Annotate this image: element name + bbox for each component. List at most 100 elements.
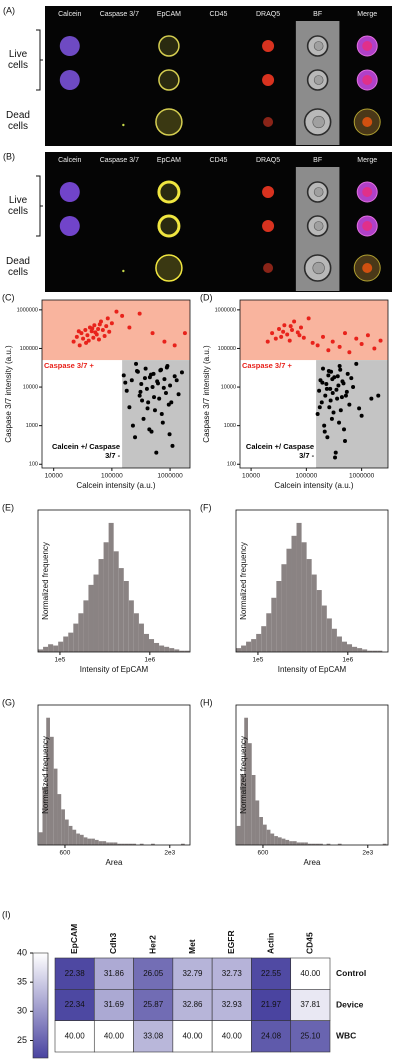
cell-value: 32.93 (222, 1000, 243, 1009)
data-point (326, 369, 331, 374)
y-axis-label: Normalized frequency (239, 542, 248, 620)
data-point (320, 380, 325, 385)
histogram-bar (124, 843, 129, 845)
histogram-bar (132, 843, 137, 845)
data-point (330, 377, 335, 382)
data-point (139, 382, 144, 386)
cell-value: 22.38 (65, 969, 86, 978)
histogram-bar (270, 833, 275, 845)
data-point (158, 368, 163, 373)
data-point (338, 408, 343, 413)
data-point (320, 334, 325, 339)
x-tick-label: 1e6 (342, 657, 353, 664)
data-point (359, 413, 364, 418)
panel-label: (D) (200, 292, 213, 302)
data-point (137, 311, 142, 316)
data-point (96, 337, 101, 342)
cell-value: 37.81 (300, 1000, 321, 1009)
cell-image (59, 36, 80, 56)
cell-value: 24.08 (261, 1031, 282, 1040)
data-point (137, 393, 142, 398)
histogram-bar (256, 633, 262, 652)
row-bracket (36, 29, 43, 91)
colorbar-tick-label: 30 (17, 1006, 27, 1016)
data-point (141, 416, 146, 421)
cell-value: 40.00 (182, 1031, 203, 1040)
histogram-bar (38, 832, 43, 845)
data-point (92, 323, 97, 328)
column-header: Calcein (58, 157, 81, 164)
cell-value: 31.69 (104, 1000, 125, 1009)
data-point (299, 325, 304, 330)
histogram-bar (49, 736, 54, 845)
heatmap-cell (54, 1020, 95, 1053)
data-point (142, 376, 147, 381)
column-header: EGFR (226, 930, 236, 954)
column-header: Actin (265, 933, 275, 954)
data-point (334, 387, 339, 392)
histogram-bar (79, 834, 84, 845)
data-point (71, 339, 76, 344)
cell-value: 40.00 (222, 1031, 243, 1040)
histogram-bar (259, 817, 263, 845)
data-point (163, 391, 168, 396)
data-point (127, 405, 132, 410)
colorbar-tick-label: 25 (17, 1035, 27, 1045)
cell-value: 32.86 (182, 1000, 203, 1009)
histogram-bar (184, 650, 190, 652)
histogram-bar (164, 646, 170, 652)
cell-image (155, 254, 183, 282)
data-point (351, 385, 356, 390)
data-point (164, 365, 169, 370)
cell-value: 40.00 (300, 969, 321, 978)
x-axis-label: Intensity of EpCAM (278, 665, 347, 674)
histogram-bar (139, 843, 144, 845)
data-point (324, 386, 329, 391)
cell-image (158, 35, 180, 57)
data-point (337, 364, 342, 369)
data-point (169, 400, 174, 405)
image-column: DRAQ5 (256, 11, 280, 127)
image-column: CD45 (210, 157, 228, 164)
heatmap-cell (290, 989, 331, 1021)
data-point (81, 336, 86, 341)
histogram-bar (301, 542, 307, 652)
cell-image (263, 263, 274, 273)
data-point (339, 395, 344, 400)
histogram-bar (266, 829, 271, 845)
panel-label: (A) (3, 5, 15, 15)
data-point (155, 381, 160, 386)
histogram-bar (326, 618, 332, 652)
histogram-bar (76, 833, 80, 845)
image-column: EpCAM (155, 11, 183, 136)
histogram-bar (38, 649, 44, 652)
x-axis-label: Area (106, 858, 123, 867)
cell-image (59, 70, 80, 90)
column-header: EpCAM (157, 157, 181, 164)
histogram-bar (311, 843, 316, 845)
cell-image (362, 117, 373, 127)
data-point (97, 322, 102, 327)
histogram-bar (276, 581, 282, 652)
data-point (376, 393, 381, 398)
x-tick-label: 2e3 (362, 850, 373, 857)
data-point (282, 323, 287, 328)
histogram-bar (93, 574, 99, 652)
colorbar-tick-label: 40 (17, 947, 27, 957)
histogram-bar (247, 743, 252, 845)
data-point (331, 410, 336, 415)
cell-value: 25.10 (300, 1031, 321, 1040)
x-tick-label: 1000000 (349, 473, 375, 480)
data-point (162, 377, 167, 382)
histogram-bar (281, 838, 286, 845)
histogram-bar (58, 641, 64, 652)
data-point (347, 350, 352, 355)
histogram-bar (341, 641, 347, 652)
data-point (326, 373, 331, 378)
column-header: Caspase 3/7 (100, 157, 139, 164)
heatmap-cell (290, 1020, 331, 1053)
histogram-bar (108, 522, 114, 652)
image-column: Caspase 3/7 (100, 11, 139, 127)
histogram-bar (266, 613, 272, 652)
